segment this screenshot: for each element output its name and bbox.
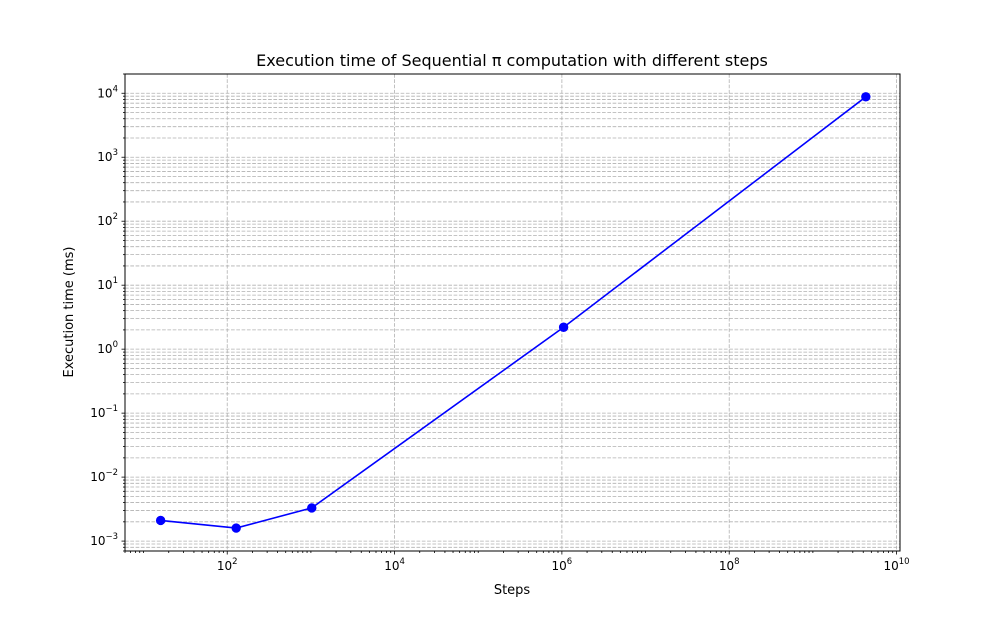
data-point <box>307 503 317 513</box>
series-layer <box>155 92 871 533</box>
data-point <box>155 515 166 526</box>
x-axis-label: Steps <box>494 583 531 598</box>
y-axis-label: Execution time (ms) <box>62 246 77 377</box>
grid <box>125 73 900 552</box>
data-point <box>558 322 569 332</box>
y-tick-label: 10−2 <box>90 468 118 484</box>
data-point <box>231 523 241 533</box>
plot-frame <box>124 73 901 552</box>
x-tick-label: 102 <box>217 557 238 573</box>
chart-title: Execution time of Sequential π computati… <box>256 51 768 70</box>
y-tick-label: 101 <box>97 276 118 292</box>
x-tick-label: 108 <box>719 557 740 573</box>
y-tick-label: 104 <box>97 84 118 100</box>
y-tick-label: 100 <box>97 340 118 356</box>
x-tick-label: 1010 <box>883 557 909 573</box>
x-tick-label: 106 <box>552 557 573 573</box>
data-point <box>861 92 871 102</box>
x-tick-label: 104 <box>384 557 405 573</box>
y-tick-label: 102 <box>97 212 118 228</box>
ticks: 102 104 106 108 1010 10−3 10−2 10−1 100 101 102 103… <box>90 73 910 573</box>
y-tick-label: 10−3 <box>90 532 118 548</box>
y-tick-label: 10−1 <box>90 404 118 420</box>
y-tick-label: 103 <box>97 148 118 164</box>
